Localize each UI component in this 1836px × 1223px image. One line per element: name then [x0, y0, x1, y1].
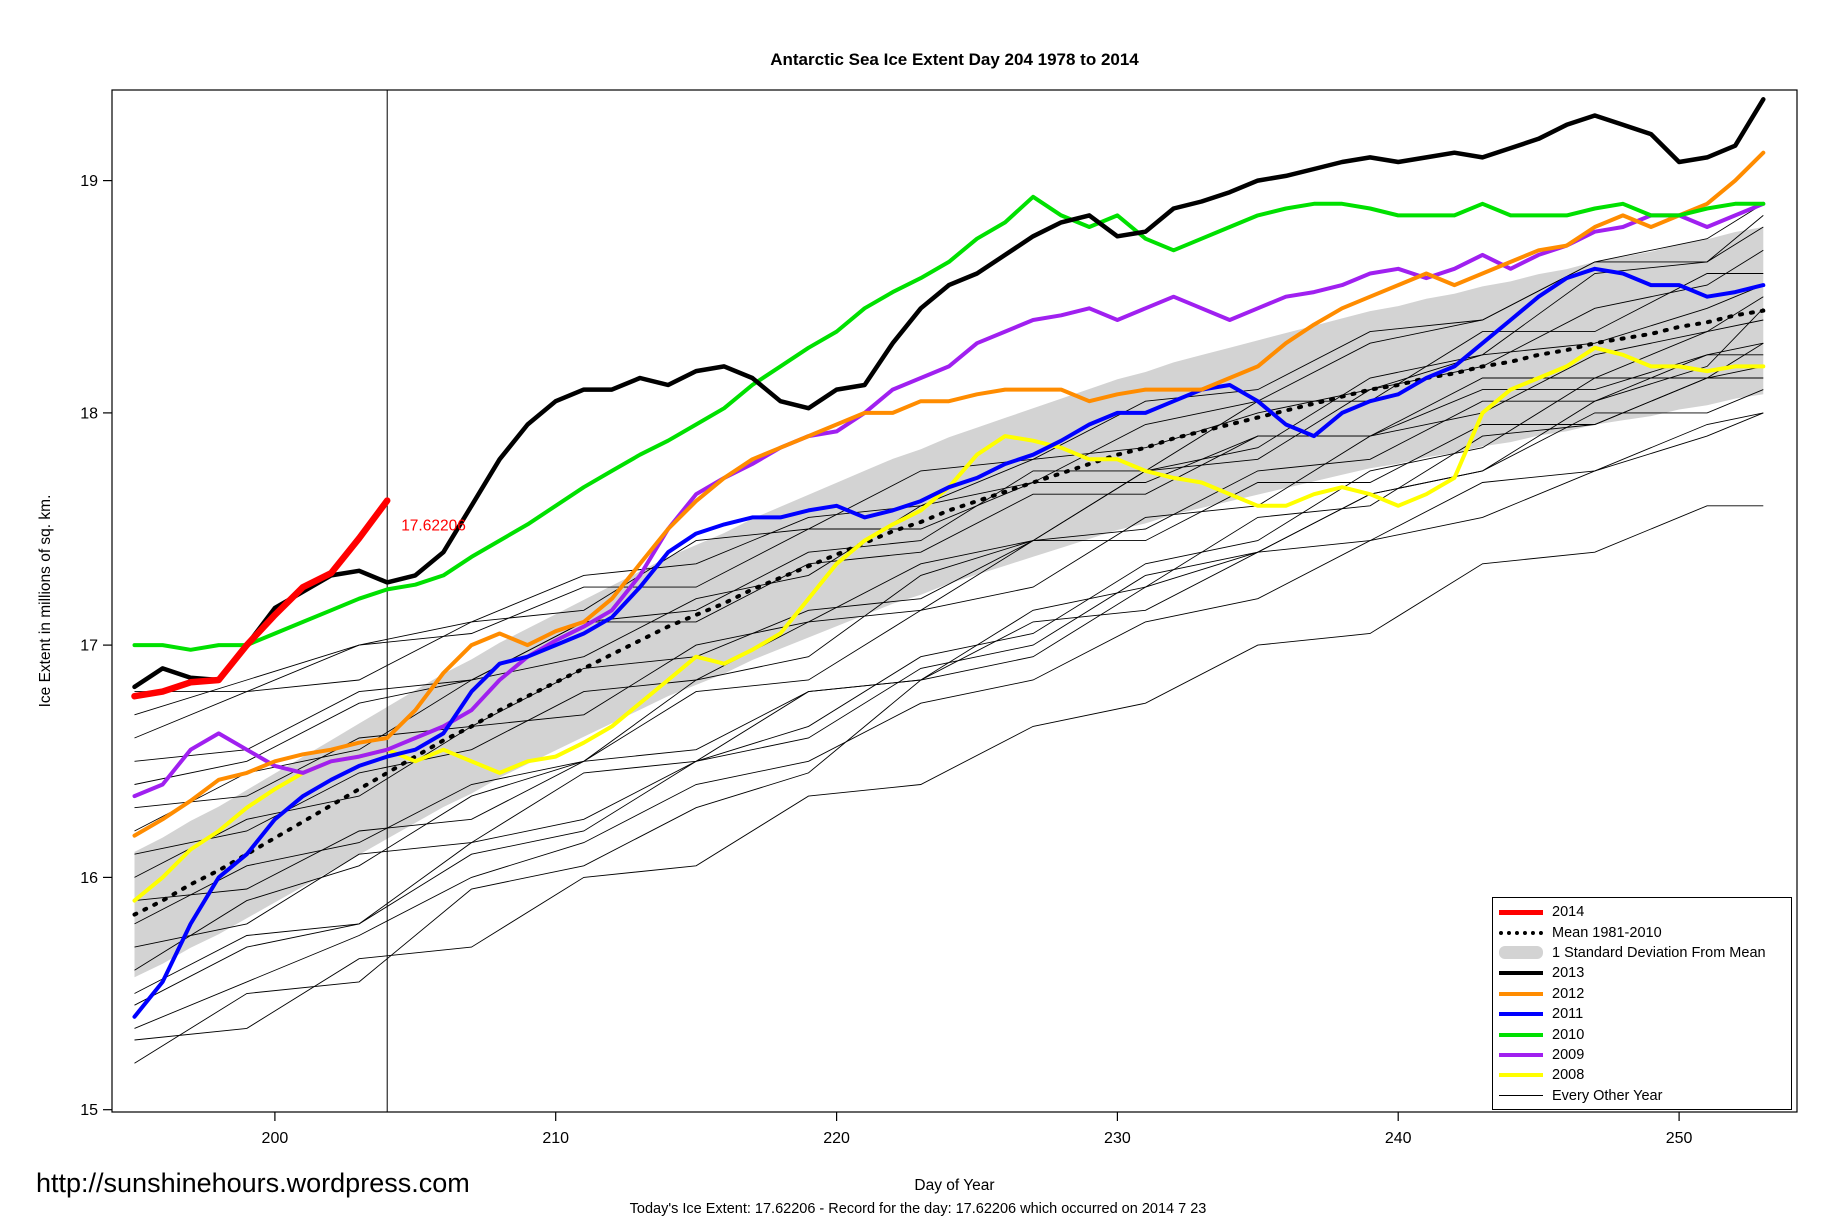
series-line-2014: [131, 497, 391, 700]
y-axis-label: Ice Extent in millions of sq. km.: [37, 494, 54, 708]
legend: 2014 Mean 1981-2010 1 Standard Deviation F…: [1492, 897, 1792, 1110]
legend-item-mean-1981-2010: Mean 1981-2010: [1499, 922, 1791, 942]
other-year-line: [134, 377, 1764, 809]
series-line-2011: [132, 266, 1766, 1019]
x-tick-label: 220: [823, 1130, 850, 1147]
legend-label: 2014: [1552, 904, 1585, 921]
other-year-line: [134, 307, 1764, 1006]
legend-item-1-standard-deviation-from-mean: 1 Standard Deviation From Mean: [1499, 943, 1791, 963]
other-year-line: [134, 284, 1764, 716]
legend-label: 2008: [1552, 1067, 1585, 1084]
y-tick-label: 19: [80, 173, 98, 190]
legend-item-2008: 2008: [1499, 1065, 1791, 1085]
legend-item-2014: 2014: [1499, 902, 1791, 922]
legend-label: Mean 1981-2010: [1552, 924, 1662, 941]
other-year-line: [134, 412, 1764, 1029]
other-year-line: [134, 296, 1764, 925]
x-tick-label: 250: [1666, 1130, 1693, 1147]
std-dev-band: [134, 227, 1764, 978]
band-swatch: [1499, 946, 1543, 960]
x-axis-label: Day of Year: [914, 1177, 995, 1194]
x-tick-label: 210: [542, 1130, 569, 1147]
y-tick-label: 15: [80, 1102, 98, 1119]
footer-url: http://sunshinehours.wordpress.com: [36, 1168, 470, 1198]
x-tick-label: 230: [1104, 1130, 1131, 1147]
line-swatch: [1499, 971, 1543, 976]
legend-label: Every Other Year: [1552, 1087, 1663, 1104]
legend-label: 1 Standard Deviation From Mean: [1552, 944, 1766, 961]
legend-label: 2012: [1552, 985, 1585, 1002]
legend-label: 2013: [1552, 965, 1585, 982]
legend-item-2013: 2013: [1499, 963, 1791, 983]
y-tick-label: 17: [80, 638, 98, 655]
series-line-2009: [132, 201, 1766, 799]
footer-status: Today's Ice Extent: 17.62206 - Record fo…: [629, 1201, 1207, 1217]
legend-item-every-other-year: Every Other Year: [1499, 1086, 1791, 1106]
legend-item-2012: 2012: [1499, 984, 1791, 1004]
other-year-line: [134, 215, 1764, 971]
record-annotation: 17.62206: [401, 518, 466, 535]
legend-label: 2011: [1552, 1006, 1584, 1023]
y-tick-label: 16: [80, 870, 98, 887]
line-swatch: [1499, 909, 1543, 915]
chart-title: Antarctic Sea Ice Extent Day 204 1978 to…: [770, 50, 1139, 69]
other-year-line: [134, 226, 1764, 739]
line-swatch: [1499, 1052, 1543, 1057]
line-swatch: [1499, 1012, 1543, 1017]
other-year-line: [134, 365, 1764, 948]
other-year-line: [134, 389, 1764, 1064]
legend-item-2011: 2011: [1499, 1004, 1791, 1024]
other-year-line: [134, 505, 1764, 1041]
series-line-2012: [132, 150, 1766, 838]
legend-item-2010: 2010: [1499, 1024, 1791, 1044]
other-year-line: [134, 412, 1764, 902]
line-swatch: [1499, 1095, 1543, 1097]
legend-label: 2009: [1552, 1046, 1585, 1063]
line-swatch: [1499, 1032, 1543, 1037]
series-line-2010: [132, 194, 1766, 652]
plot-border: [111, 89, 1798, 1113]
y-tick-label: 18: [80, 405, 98, 422]
line-swatch: [1499, 991, 1543, 996]
x-tick-label: 240: [1385, 1130, 1412, 1147]
dotted-line-swatch: [1499, 930, 1543, 935]
x-tick-label: 200: [262, 1130, 289, 1147]
other-year-line: [134, 354, 1764, 693]
legend-item-2009: 2009: [1499, 1045, 1791, 1065]
line-swatch: [1499, 1073, 1543, 1078]
series-line-2013: [132, 97, 1766, 690]
mean-line: [132, 308, 1766, 917]
legend-label: 2010: [1552, 1026, 1585, 1043]
